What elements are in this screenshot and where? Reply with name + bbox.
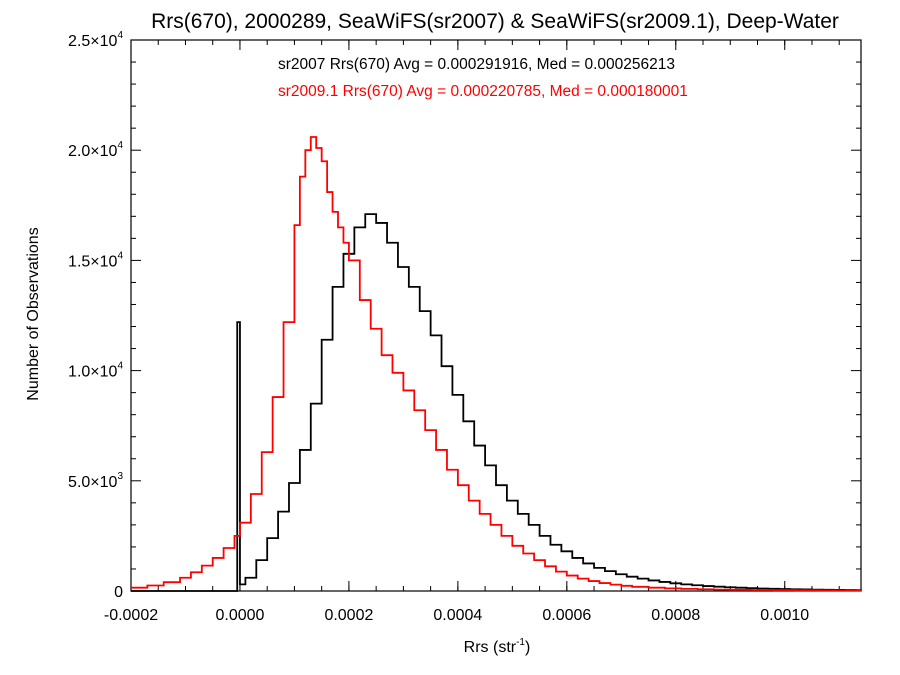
- x-axis: -0.0002 0.0000 0.0002 0.0004 0.0006 0.0008 0.0…: [104, 40, 840, 624]
- y-tick-label: 1.0×104: [68, 361, 123, 381]
- x-tick-label: 0.0000: [215, 607, 264, 624]
- series-layer: [131, 136, 862, 592]
- y-tick-label: 5.0×103: [68, 471, 123, 491]
- y-tick-label: 1.5×104: [68, 250, 123, 270]
- y-tick-label: 0: [114, 584, 123, 601]
- x-tick-label: 0.0004: [433, 607, 482, 624]
- series-sr2009-histogram: [131, 136, 862, 592]
- y-tick-label: 2.0×104: [68, 140, 123, 160]
- x-axis-label: Rrs (str-1): [464, 637, 531, 656]
- x-tick-label: -0.0002: [104, 607, 158, 624]
- sr2009-stats-label: sr2009.1 Rrs(670) Avg = 0.000220785, Med…: [278, 83, 688, 100]
- y-axis: 0 5.0×103 1.0×104 1.5×104 2.0×104 2.5×104: [68, 30, 861, 601]
- chart-title: Rrs(670), 2000289, SeaWiFS(sr2007) & Sea…: [151, 10, 839, 33]
- series-sr2007-histogram: [131, 213, 862, 592]
- x-tick-label: 0.0010: [760, 607, 809, 624]
- x-tick-label: 0.0002: [324, 607, 373, 624]
- x-tick-label: 0.0006: [542, 607, 591, 624]
- y-axis-label: Number of Observations: [25, 227, 42, 400]
- plot-area-frame: [130, 39, 862, 592]
- x-tick-label: 0.0008: [651, 607, 700, 624]
- sr2007-stats-label: sr2007 Rrs(670) Avg = 0.000291916, Med =…: [278, 56, 675, 73]
- y-tick-label: 2.5×104: [68, 30, 123, 50]
